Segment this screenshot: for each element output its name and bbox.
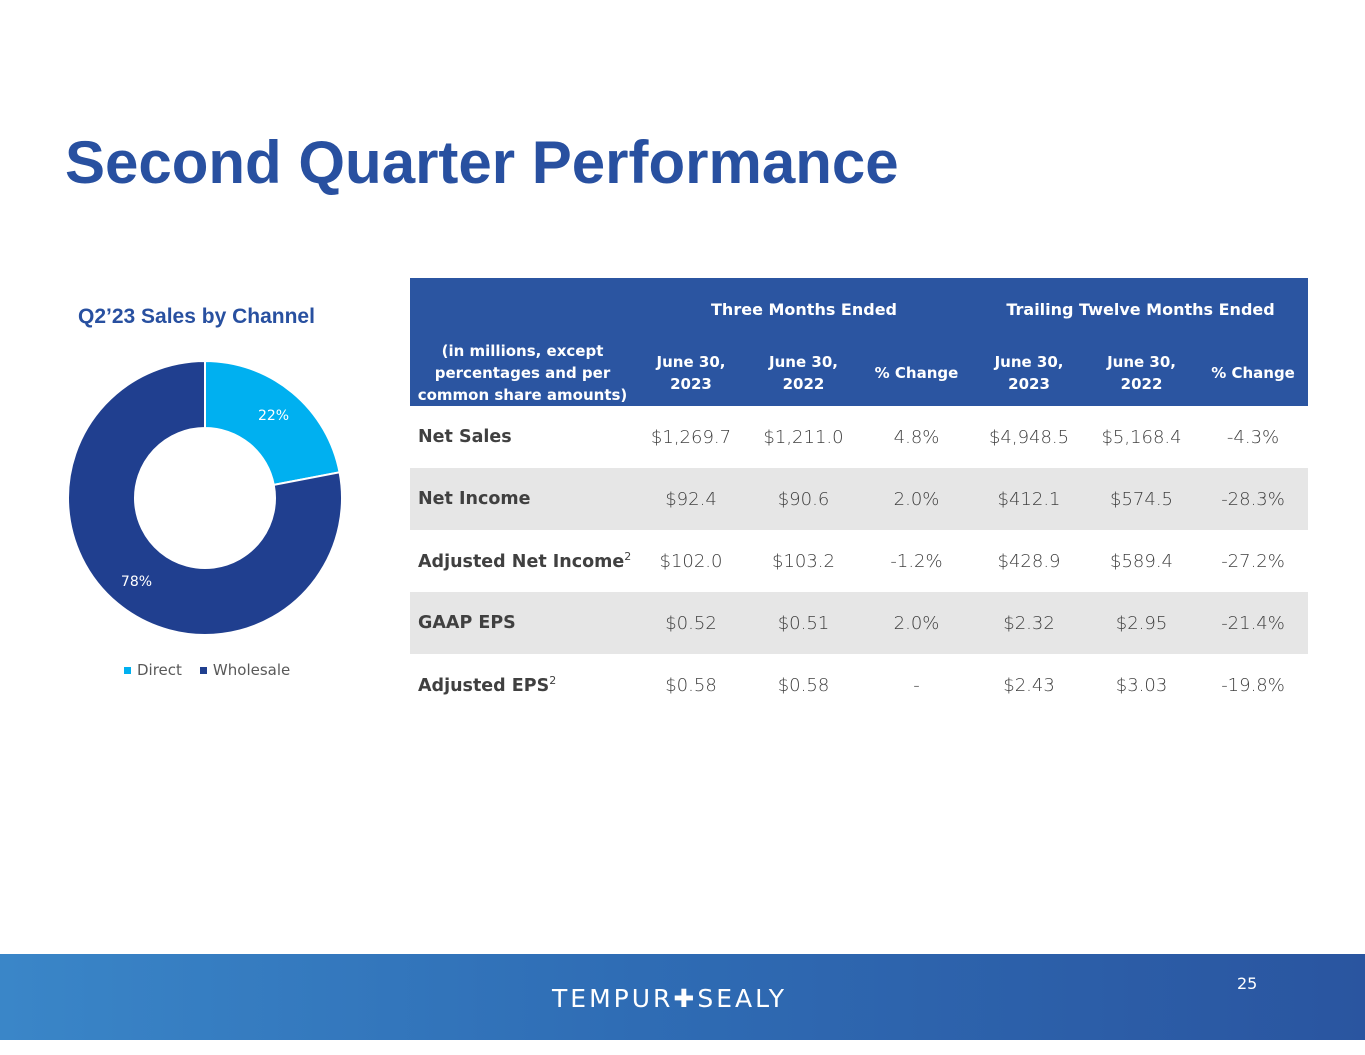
legend-swatch-direct <box>124 666 131 674</box>
row-label-text: Adjusted EPS <box>418 675 550 696</box>
table-cell: $103.2 <box>772 550 835 572</box>
chart-title: Q2’23 Sales by Channel <box>78 305 315 328</box>
table-cell: $4,948.5 <box>988 426 1070 448</box>
row-label: GAAP EPS <box>410 592 635 654</box>
table-cell: $0.58 <box>665 674 717 696</box>
table-cell: -4.3% <box>1226 426 1280 448</box>
row-header-label: (in millions, except percentages and per… <box>410 340 635 406</box>
row-label: Net Income <box>410 468 635 530</box>
table-cell: $589.4 <box>1110 550 1173 572</box>
table-cell: 2.0% <box>860 468 974 530</box>
donut-slice-wholesale <box>67 359 343 636</box>
column-header: June 30, 2022 <box>747 340 860 406</box>
table-cell: -19.8% <box>1221 674 1285 696</box>
table-row: Adjusted EPS2 $0.58 $0.58 - $2.43 $3.03 -19.8% <box>410 654 1308 716</box>
table-cell: $0.52 <box>635 592 747 654</box>
table-cell: - <box>913 674 920 696</box>
table-cell: $428.9 <box>997 550 1061 572</box>
table-cell: $90.6 <box>747 468 860 530</box>
legend-item-wholesale: Wholesale <box>199 661 291 679</box>
table-row: GAAP EPS $0.52 $0.51 2.0% $2.32 $2.95 -21.4% <box>410 592 1309 654</box>
row-label-text: Net Income <box>418 489 531 509</box>
table-cell: $102.0 <box>659 550 723 572</box>
table-cell: -1.2% <box>890 550 943 572</box>
legend-item-direct: Direct <box>124 661 182 679</box>
group-header-three-months: Three Months Ended <box>635 278 974 340</box>
footnote-marker: 2 <box>624 550 632 564</box>
table-cell: $0.51 <box>747 592 860 654</box>
performance-table: Three Months Ended Trailing Twelve Month… <box>410 278 1309 716</box>
company-logo: TEMPUR✚SEALY <box>552 984 787 1013</box>
column-header: % Change <box>860 340 974 406</box>
data-label-direct: 22% <box>258 408 289 424</box>
table-cell: $574.5 <box>1085 468 1199 530</box>
footnote-marker: 2 <box>549 674 557 688</box>
table-cell: $5,168.4 <box>1101 426 1182 448</box>
column-header: June 30, 2022 <box>1085 340 1199 406</box>
row-label-text: GAAP EPS <box>418 613 516 633</box>
table-row: Net Sales $1,269.7 $1,211.0 4.8% $4,948.5 $5,… <box>410 406 1308 468</box>
page-number: 25 <box>1237 974 1258 993</box>
row-label-text: Net Sales <box>418 427 512 447</box>
table-cell: $1,211.0 <box>763 426 844 448</box>
column-header: June 30, 2023 <box>973 340 1086 406</box>
row-label: Net Sales <box>410 406 635 468</box>
table-cell: $412.1 <box>973 468 1086 530</box>
column-header: June 30, 2023 <box>635 340 747 406</box>
table-cell: -28.3% <box>1198 468 1309 530</box>
legend-label-direct: Direct <box>137 661 182 679</box>
table-cell: 2.0% <box>860 592 974 654</box>
table-cell: $2.95 <box>1085 592 1199 654</box>
table-cell: -21.4% <box>1198 592 1309 654</box>
footer-banner: TEMPUR✚SEALY 25 <box>0 954 1365 1040</box>
table-cell: $3.03 <box>1115 674 1168 696</box>
row-label: Adjusted EPS2 <box>410 654 635 716</box>
table-group-header-row: Three Months Ended Trailing Twelve Month… <box>410 278 1309 340</box>
chart-legend: Direct Wholesale <box>124 661 290 679</box>
table-cell: 4.8% <box>893 426 940 448</box>
row-label: Adjusted Net Income2 <box>410 530 635 592</box>
table-cell: $2.32 <box>973 592 1086 654</box>
table-cell: -27.2% <box>1221 550 1285 572</box>
table-row: Adjusted Net Income2 $102.0 $103.2 -1.2% $42… <box>410 530 1308 592</box>
legend-swatch-wholesale <box>199 666 207 674</box>
page-title: Second Quarter Performance <box>65 129 899 196</box>
table-cell: $92.4 <box>635 468 747 530</box>
legend-label-wholesale: Wholesale <box>212 661 291 679</box>
group-header-ttm: Trailing Twelve Months Ended <box>973 278 1309 340</box>
table-column-header-row: (in millions, except percentages and per… <box>410 340 1309 406</box>
row-label-text: Adjusted Net Income <box>418 551 625 572</box>
table-corner-cell <box>410 278 635 340</box>
column-header: % Change <box>1198 340 1309 406</box>
donut-chart: 22% 78% <box>67 359 343 636</box>
table-cell: $1,269.7 <box>650 426 732 448</box>
table-cell: $2.43 <box>1003 674 1055 696</box>
table-row: Net Income $92.4 $90.6 2.0% $412.1 $574.5 -28.… <box>410 468 1309 530</box>
table-cell: $0.58 <box>777 674 830 696</box>
data-label-wholesale: 78% <box>121 574 152 590</box>
donut-slice-direct <box>204 359 341 487</box>
